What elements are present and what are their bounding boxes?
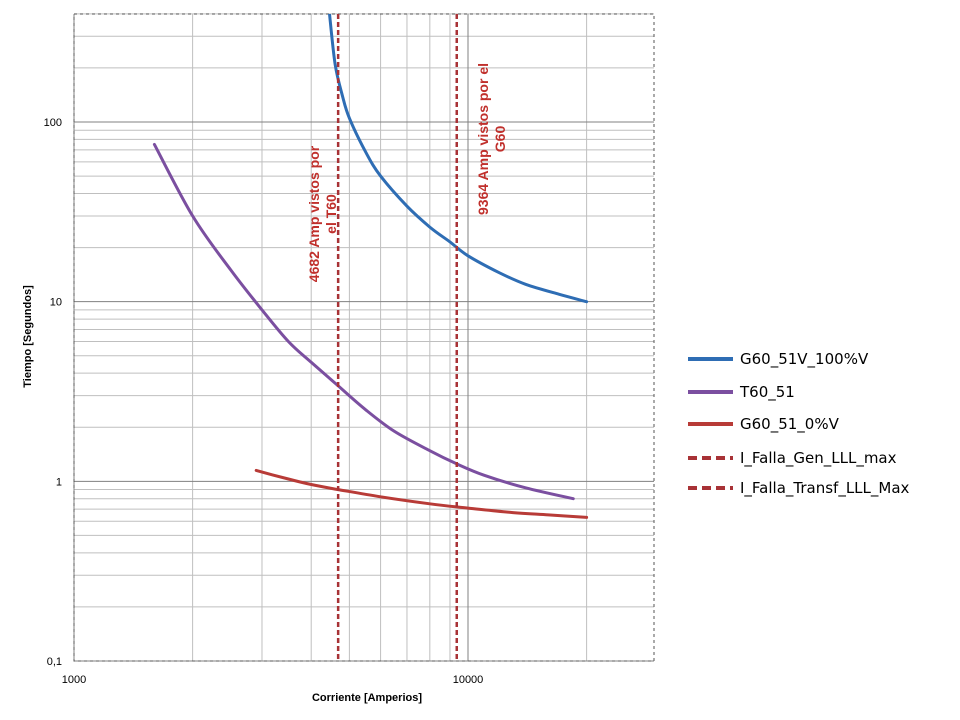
chart-series [152, 14, 589, 661]
chart-legend: G60_51V_100%V T60_51 G60_51_0%V I_Falla_Gen… [688, 350, 910, 498]
annotation-line-2: el T60 [323, 194, 339, 234]
chart-annotations: 4682 Amp vistos porel T60 9364 Amp vistos… [306, 63, 508, 282]
legend-label: I_Falla_Gen_LLL_max [740, 449, 897, 468]
axis-tick-labels: 1000 10000 0,1 1 10 100 [44, 117, 484, 686]
annotation-line-1: 9364 Amp vistos por el [475, 63, 491, 215]
legend-label: G60_51_0%V [740, 415, 840, 434]
legend-label: T60_51 [739, 383, 795, 402]
y-tick-label: 0,1 [47, 656, 62, 668]
annotation-label: 9364 Amp vistos por elG60 [475, 63, 508, 215]
series-line-t60-51 [152, 142, 575, 501]
legend-label: G60_51V_100%V [740, 350, 869, 369]
y-axis-title: Tiempo [Segundos] [22, 285, 34, 388]
x-axis-title: Corriente [Amperios] [312, 692, 422, 704]
plot-area-frame [73, 13, 655, 662]
y-tick-label: 1 [56, 476, 62, 488]
series-line-g60-51v-100-v [328, 14, 589, 304]
legend-label: I_Falla_Transf_LLL_Max [740, 479, 910, 498]
x-tick-label: 1000 [62, 674, 86, 686]
annotation-label: 4682 Amp vistos porel T60 [306, 145, 339, 282]
y-tick-label: 100 [44, 117, 62, 129]
annotation-line-2: G60 [492, 126, 508, 153]
x-tick-label: 10000 [453, 674, 484, 686]
series-line-g60-51-0-v [254, 468, 589, 519]
y-tick-label: 10 [50, 297, 62, 309]
annotation-line-1: 4682 Amp vistos por [306, 145, 322, 282]
